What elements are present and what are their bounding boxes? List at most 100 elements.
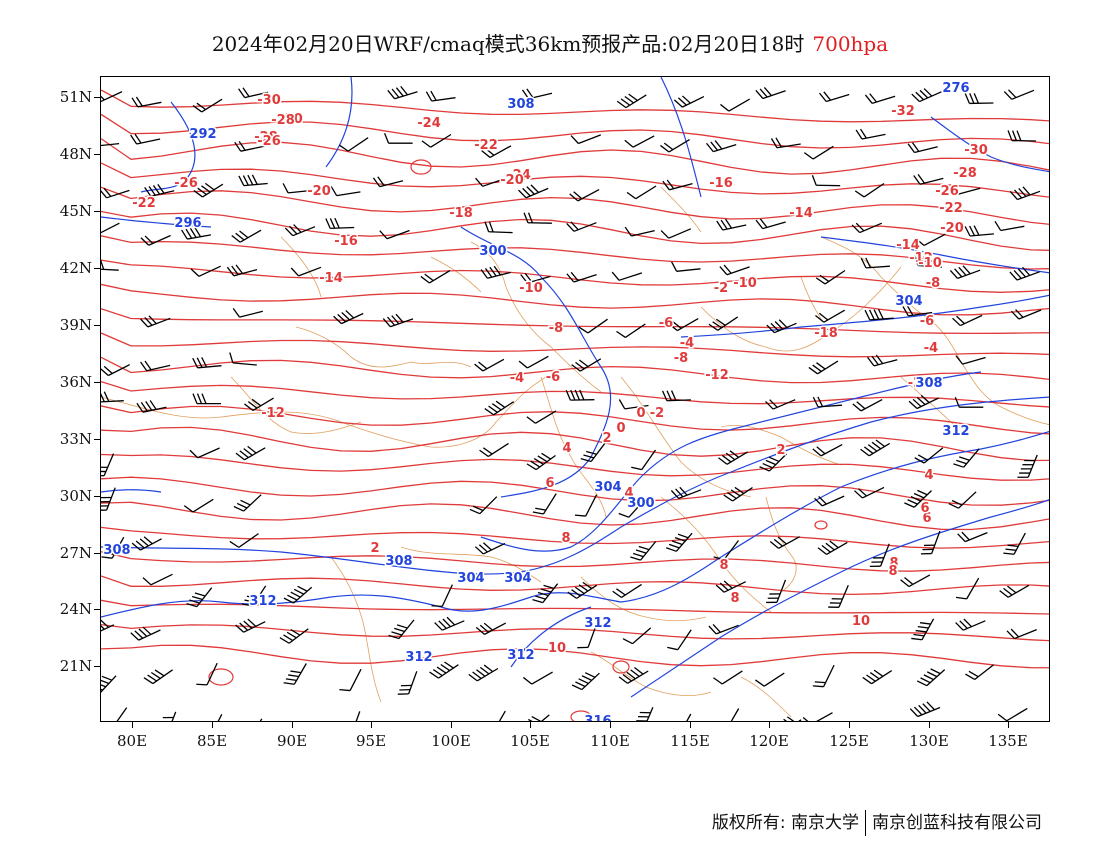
wind-barb bbox=[101, 142, 120, 147]
wind-barb bbox=[662, 179, 693, 191]
height-contour bbox=[630, 499, 1049, 698]
wind-barb bbox=[624, 135, 655, 148]
wind-barb bbox=[567, 581, 598, 599]
lat-tick bbox=[94, 325, 100, 326]
temperature-contour-loop bbox=[612, 660, 630, 674]
wind-barb bbox=[994, 220, 1025, 232]
wind-barb bbox=[101, 391, 124, 403]
wind-barb bbox=[279, 628, 309, 644]
wind-barb bbox=[523, 212, 552, 224]
wind-barb bbox=[571, 672, 600, 691]
temperature-label: -12 bbox=[261, 406, 285, 421]
temperature-contour bbox=[101, 113, 1049, 149]
wind-barb bbox=[755, 87, 786, 100]
temperature-label: -6 bbox=[546, 370, 560, 385]
wind-barb bbox=[481, 145, 512, 159]
lat-label: 27N bbox=[59, 544, 92, 562]
wind-barb bbox=[283, 585, 313, 604]
height-label: 312 bbox=[249, 594, 276, 609]
lat-label: 45N bbox=[59, 202, 92, 220]
wind-barb bbox=[965, 664, 995, 681]
footer-divider bbox=[865, 810, 866, 836]
temperature-contour-loop bbox=[570, 710, 592, 721]
wind-barb bbox=[661, 390, 691, 402]
wind-barb bbox=[1006, 628, 1037, 640]
wind-barb bbox=[131, 536, 162, 551]
temperature-label: -10 bbox=[733, 276, 757, 291]
wind-barb bbox=[130, 626, 161, 641]
wind-barb bbox=[192, 98, 223, 113]
height-label: 308 bbox=[385, 554, 412, 569]
wind-barb bbox=[484, 221, 513, 234]
wind-barb bbox=[580, 441, 607, 463]
border-line bbox=[620, 376, 752, 498]
temperature-contour bbox=[101, 332, 1049, 358]
border-line bbox=[540, 376, 607, 518]
company-name: 南京创蓝科技有限公司 bbox=[872, 813, 1042, 833]
temperature-label: 0 bbox=[636, 406, 645, 421]
temperature-label: -4 bbox=[924, 341, 938, 356]
wind-barb bbox=[379, 229, 410, 240]
wind-barb bbox=[140, 360, 171, 372]
temperature-label: -4 bbox=[510, 371, 524, 386]
wind-barb bbox=[618, 498, 646, 518]
wind-barb bbox=[715, 580, 746, 593]
wind-barb bbox=[948, 491, 977, 509]
border-line bbox=[470, 241, 602, 393]
lon-label: 115E bbox=[670, 732, 710, 750]
wind-barb bbox=[911, 618, 935, 641]
lat-tick bbox=[94, 154, 100, 155]
wind-barb bbox=[852, 399, 883, 412]
lat-tick bbox=[94, 97, 100, 98]
lat-label: 48N bbox=[59, 145, 92, 163]
wind-barb bbox=[668, 318, 699, 332]
temperature-label: 6 bbox=[920, 501, 929, 516]
wind-barb bbox=[755, 218, 786, 230]
temperature-label: -30 bbox=[279, 112, 303, 127]
border-line bbox=[101, 376, 547, 448]
wind-barb bbox=[802, 712, 833, 721]
wind-barb bbox=[142, 573, 173, 586]
wind-barb bbox=[210, 714, 223, 721]
temperature-label: -14 bbox=[319, 271, 343, 286]
wind-barb bbox=[101, 487, 116, 511]
wind-barb bbox=[226, 264, 258, 277]
wind-barb bbox=[468, 664, 499, 682]
wind-barb bbox=[769, 536, 800, 549]
lon-tick bbox=[610, 722, 611, 728]
height-label: 304 bbox=[594, 480, 621, 495]
wind-barb bbox=[284, 224, 316, 237]
temperature-label: -18 bbox=[449, 206, 473, 221]
height-label: 304 bbox=[895, 294, 922, 309]
temperature-label: 8 bbox=[719, 558, 728, 573]
wind-barb bbox=[854, 182, 885, 198]
wind-barb bbox=[660, 139, 690, 153]
lon-tick bbox=[292, 722, 293, 728]
height-contour bbox=[680, 294, 1049, 338]
wind-barb bbox=[911, 88, 942, 103]
temperature-label: -20 bbox=[940, 221, 964, 236]
wind-barb bbox=[713, 670, 743, 685]
lat-tick bbox=[94, 268, 100, 269]
height-label: 276 bbox=[942, 81, 969, 96]
wind-barb bbox=[867, 354, 898, 367]
wind-barb bbox=[193, 182, 224, 198]
border-line bbox=[660, 496, 772, 613]
temperature-label: -22 bbox=[474, 138, 498, 153]
footer: 版权所有: 南京大学 南京创蓝科技有限公司 bbox=[712, 808, 1042, 836]
wind-barb bbox=[636, 706, 654, 721]
border-line bbox=[960, 361, 1049, 425]
border-line bbox=[660, 186, 702, 233]
temperature-contour bbox=[101, 138, 1049, 175]
temperature-contour bbox=[101, 235, 1049, 270]
wind-barb bbox=[860, 439, 891, 457]
wind-barb bbox=[817, 540, 848, 555]
temperature-label: -4 bbox=[680, 336, 694, 351]
wind-barb bbox=[957, 531, 988, 543]
wind-barb bbox=[532, 583, 559, 604]
wind-barb bbox=[238, 87, 269, 99]
height-contour bbox=[510, 606, 592, 668]
wind-barb bbox=[720, 98, 751, 112]
temperature-label: 8 bbox=[561, 531, 570, 546]
wind-barb bbox=[420, 270, 451, 284]
